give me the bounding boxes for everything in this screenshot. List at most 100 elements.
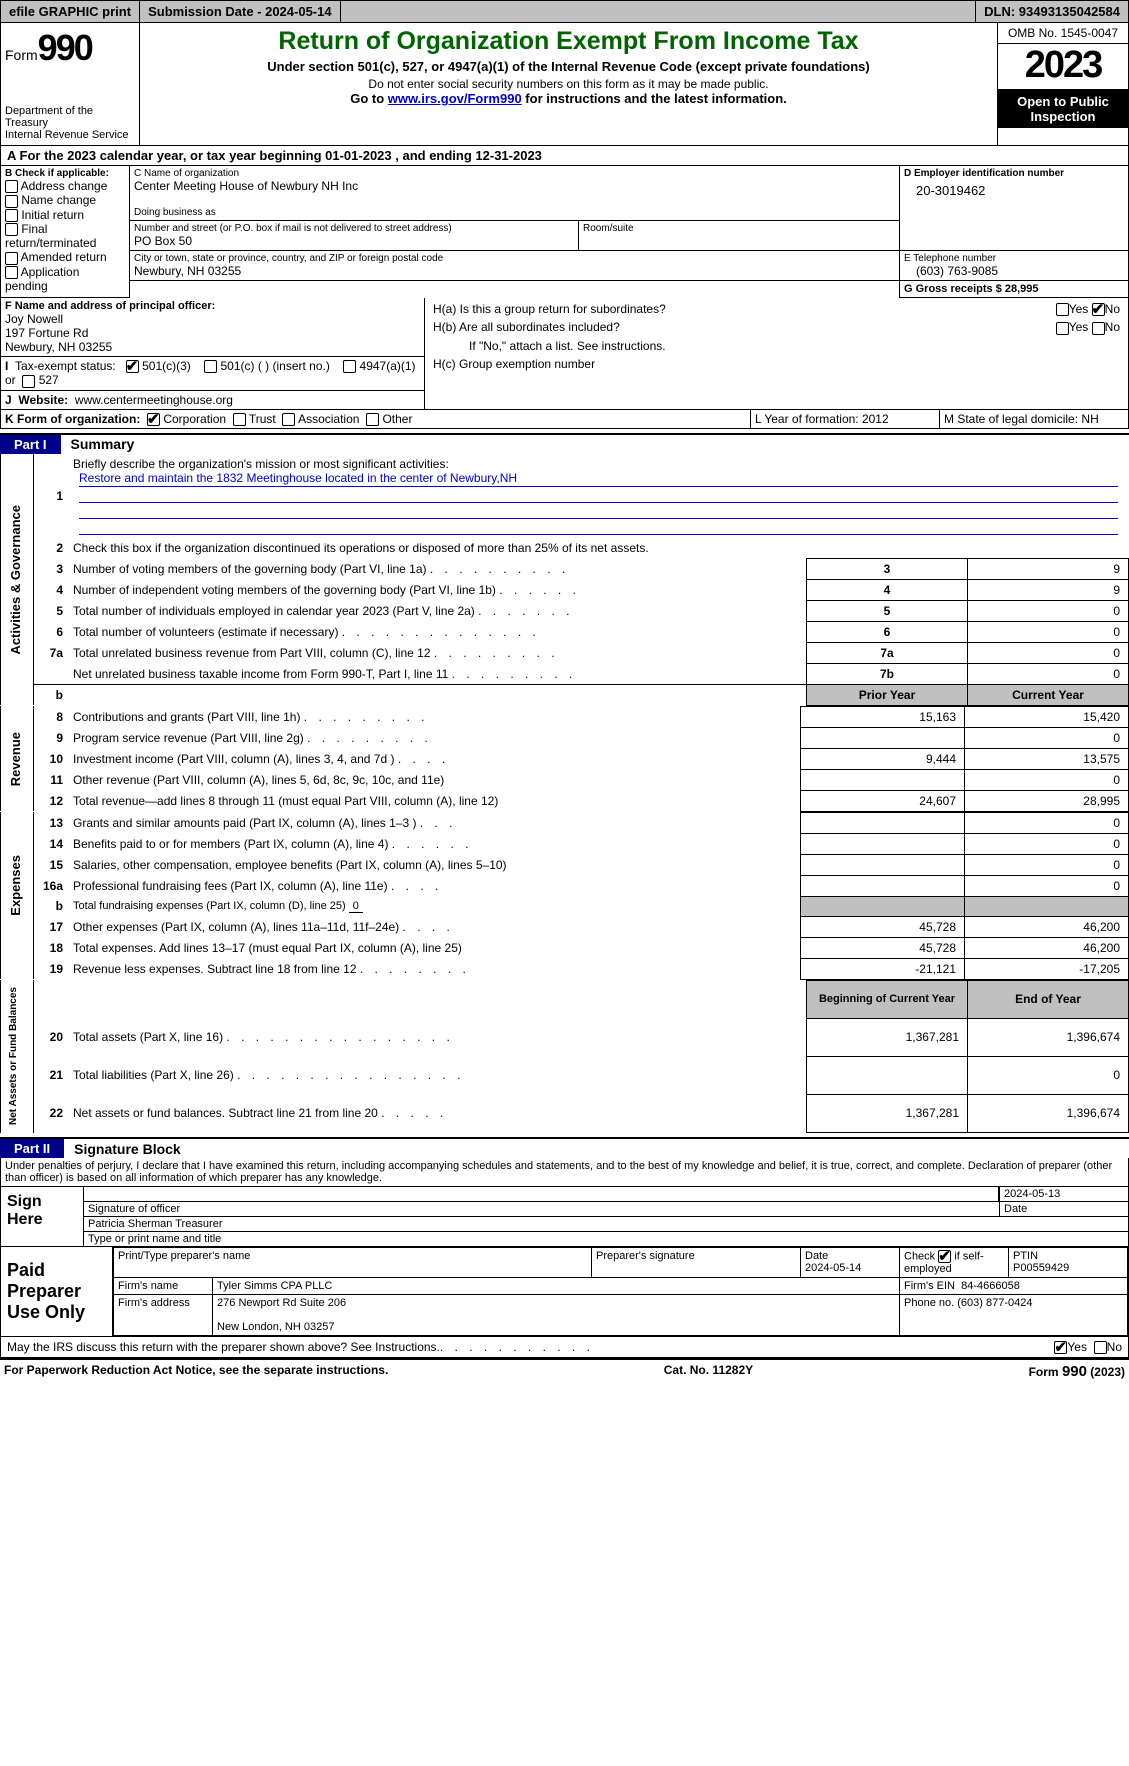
- col-end: End of Year: [968, 980, 1129, 1018]
- page-footer: For Paperwork Reduction Act Notice, see …: [0, 1358, 1129, 1383]
- perjury-statement: Under penalties of perjury, I declare th…: [0, 1158, 1129, 1187]
- part1-header: Part I Summary: [0, 433, 1129, 454]
- vert-revenue: Revenue: [6, 728, 25, 790]
- sig-date-label: Date: [1000, 1202, 1128, 1216]
- l22-p: 1,367,281: [807, 1094, 968, 1132]
- calendar-year-line: A For the 2023 calendar year, or tax yea…: [0, 146, 1129, 166]
- l4-val: 9: [968, 579, 1129, 600]
- m-state: M State of legal domicile: NH: [940, 410, 1129, 429]
- chk-name-change[interactable]: Name change: [5, 193, 125, 207]
- chk-assoc[interactable]: [282, 413, 295, 426]
- part2-tag: Part II: [0, 1139, 64, 1158]
- l13-c: 0: [965, 812, 1129, 833]
- chk-4947[interactable]: [343, 360, 356, 373]
- vert-expenses: Expenses: [6, 851, 25, 920]
- efile-label[interactable]: efile GRAPHIC print: [1, 1, 140, 22]
- firm-addr1: 276 Newport Rd Suite 206: [217, 1297, 346, 1309]
- l18-p: 45,728: [801, 937, 965, 958]
- dln: DLN: 93493135042584: [975, 1, 1128, 22]
- goto-line: Go to www.irs.gov/Form990 for instructio…: [144, 91, 993, 106]
- vert-net: Net Assets or Fund Balances: [6, 983, 21, 1129]
- l12-c: 28,995: [965, 790, 1129, 811]
- officer-addr2: Newbury, NH 03255: [5, 340, 420, 354]
- paid-preparer-label: Paid Preparer Use Only: [1, 1247, 113, 1336]
- firm-addr2: New London, NH 03257: [217, 1321, 334, 1333]
- officer-addr1: 197 Fortune Rd: [5, 326, 420, 340]
- chk-corp[interactable]: [147, 413, 160, 426]
- l15-c: 0: [965, 854, 1129, 875]
- footer-right: Form 990 (2023): [1029, 1363, 1125, 1380]
- ein-value: 20-3019462: [904, 179, 1124, 198]
- ha-yes[interactable]: [1056, 303, 1069, 316]
- form-subtitle: Under section 501(c), 527, or 4947(a)(1)…: [144, 59, 993, 74]
- klm-block: K Form of organization: Corporation Trus…: [0, 410, 1129, 429]
- chk-trust[interactable]: [233, 413, 246, 426]
- tax-status-label: Tax-exempt status:: [15, 359, 116, 373]
- top-bar: efile GRAPHIC print Submission Date - 20…: [0, 0, 1129, 23]
- phone-label: E Telephone number: [904, 253, 1124, 264]
- identification-block: B Check if applicable: Address change Na…: [0, 166, 1129, 298]
- chk-501c[interactable]: [204, 360, 217, 373]
- l21-c: 0: [968, 1056, 1129, 1094]
- l10-c: 13,575: [965, 748, 1129, 769]
- l17-p: 45,728: [801, 916, 965, 937]
- chk-527[interactable]: [22, 375, 35, 388]
- firm-ein: 84-4666058: [961, 1280, 1020, 1292]
- dept-label: Department of the Treasury: [5, 105, 135, 129]
- footer-catno: Cat. No. 11282Y: [664, 1363, 753, 1380]
- chk-other[interactable]: [366, 413, 379, 426]
- part1-tag: Part I: [0, 435, 61, 454]
- l18-c: 46,200: [965, 937, 1129, 958]
- l6-val: 0: [968, 621, 1129, 642]
- chk-self-employed[interactable]: [938, 1250, 951, 1263]
- open-inspection: Open to Public Inspection: [998, 90, 1128, 128]
- hb-no[interactable]: [1092, 322, 1105, 335]
- ptin-value: P00559429: [1013, 1262, 1069, 1274]
- l11-c: 0: [965, 769, 1129, 790]
- website-label: Website:: [18, 393, 68, 407]
- goto-link[interactable]: www.irs.gov/Form990: [388, 91, 522, 106]
- ha-no[interactable]: [1092, 303, 1105, 316]
- ha-label: H(a) Is this a group return for subordin…: [429, 300, 717, 318]
- l8-p: 15,163: [801, 706, 965, 727]
- phone-value: (603) 763-9085: [904, 264, 1124, 278]
- l16b-val: 0: [349, 900, 363, 913]
- part1-title: Summary: [61, 436, 135, 452]
- org-name-label: C Name of organization: [134, 168, 895, 179]
- tax-year: 2023: [998, 44, 1128, 90]
- signature-block: Sign Here 2024-05-13 Signature of office…: [0, 1187, 1129, 1247]
- prep-name-label: Print/Type preparer's name: [114, 1248, 592, 1278]
- part2-title: Signature Block: [64, 1141, 181, 1157]
- col-begin: Beginning of Current Year: [807, 980, 968, 1018]
- chk-final-return[interactable]: Final return/terminated: [5, 222, 125, 250]
- l20-p: 1,367,281: [807, 1018, 968, 1056]
- gross-receipts: G Gross receipts $ 28,995: [904, 283, 1124, 295]
- l17-c: 46,200: [965, 916, 1129, 937]
- chk-application-pending[interactable]: Application pending: [5, 265, 125, 293]
- firm-name-label: Firm's name: [114, 1278, 213, 1295]
- form-number: Form990: [5, 27, 135, 69]
- chk-initial-return[interactable]: Initial return: [5, 208, 125, 222]
- discuss-no[interactable]: [1094, 1341, 1107, 1354]
- line2-text: Check this box if the organization disco…: [73, 541, 649, 555]
- l10-p: 9,444: [801, 748, 965, 769]
- l3-val: 9: [968, 558, 1129, 579]
- line1-label: Briefly describe the organization's miss…: [73, 457, 449, 471]
- city-value: Newbury, NH 03255: [134, 264, 895, 278]
- discuss-yes[interactable]: [1054, 1341, 1067, 1354]
- chk-501c3[interactable]: [126, 360, 139, 373]
- l22-c: 1,396,674: [968, 1094, 1129, 1132]
- discuss-q: May the IRS discuss this return with the…: [7, 1340, 440, 1354]
- chk-amended-return[interactable]: Amended return: [5, 250, 125, 264]
- firm-addr-label: Firm's address: [114, 1295, 213, 1336]
- officer-block: F Name and address of principal officer:…: [0, 298, 1129, 410]
- hb-yes[interactable]: [1056, 322, 1069, 335]
- chk-address-change[interactable]: Address change: [5, 179, 125, 193]
- dba-label: Doing business as: [134, 207, 895, 218]
- discuss-row: May the IRS discuss this return with the…: [0, 1337, 1129, 1358]
- l3-desc: Number of voting members of the governin…: [68, 558, 807, 579]
- l14-c: 0: [965, 833, 1129, 854]
- l9-c: 0: [965, 727, 1129, 748]
- l19-p: -21,121: [801, 958, 965, 979]
- omb-number: OMB No. 1545-0047: [998, 23, 1128, 44]
